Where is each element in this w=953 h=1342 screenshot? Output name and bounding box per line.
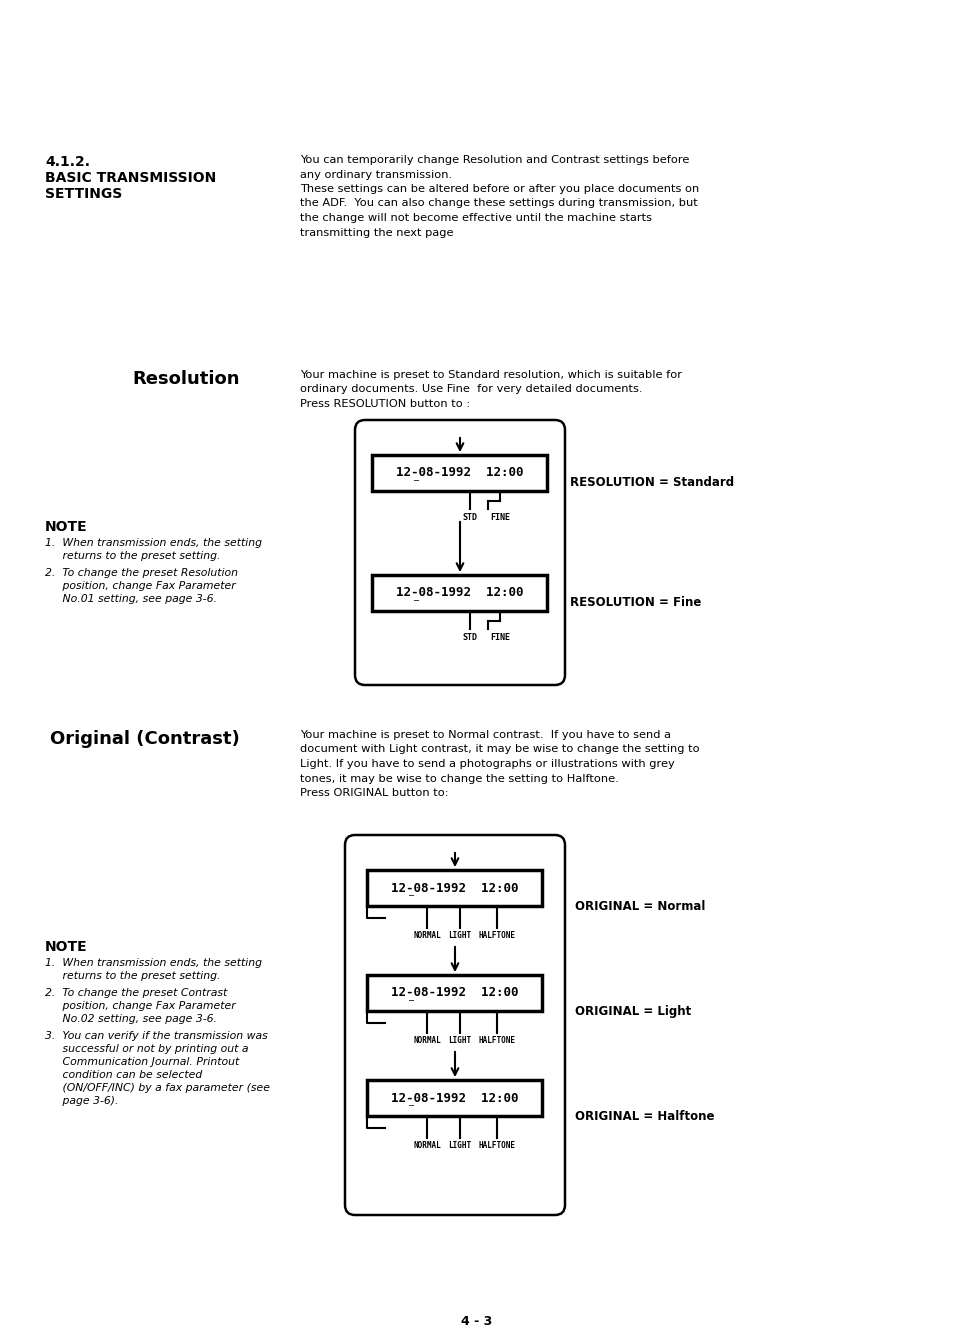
Text: BASIC TRANSMISSION: BASIC TRANSMISSION: [45, 170, 216, 185]
Text: page 3-6).: page 3-6).: [45, 1096, 118, 1106]
Text: NORMAL: NORMAL: [413, 931, 440, 939]
Text: STD: STD: [462, 633, 477, 641]
Text: tones, it may be wise to change the setting to Halftone.: tones, it may be wise to change the sett…: [299, 773, 618, 784]
Text: ordinary documents. Use Fine  for very detailed documents.: ordinary documents. Use Fine for very de…: [299, 385, 641, 395]
Text: FINE: FINE: [490, 633, 510, 641]
Text: ORIGINAL = Light: ORIGINAL = Light: [575, 1005, 691, 1017]
Text: NORMAL: NORMAL: [413, 1141, 440, 1150]
Text: 4 - 3: 4 - 3: [461, 1315, 492, 1329]
Bar: [372, 574, 547, 611]
Text: STD: STD: [462, 513, 477, 522]
Text: 2.  To change the preset Contrast: 2. To change the preset Contrast: [45, 988, 227, 998]
Text: —: —: [409, 891, 414, 900]
Text: successful or not by printing out a: successful or not by printing out a: [45, 1044, 248, 1053]
Text: transmitting the next page: transmitting the next page: [299, 228, 453, 238]
Text: 12-08-1992  12:00: 12-08-1992 12:00: [395, 467, 523, 479]
Text: LIGHT: LIGHT: [448, 1036, 471, 1045]
Text: Light. If you have to send a photographs or illustrations with grey: Light. If you have to send a photographs…: [299, 760, 674, 769]
Text: —: —: [414, 596, 419, 605]
FancyBboxPatch shape: [355, 420, 564, 684]
Bar: [367, 976, 542, 1011]
Text: 4.1.2.: 4.1.2.: [45, 154, 90, 169]
Text: (ON/OFF/INC) by a fax parameter (see: (ON/OFF/INC) by a fax parameter (see: [45, 1083, 270, 1092]
Bar: [367, 1080, 542, 1117]
Bar: [367, 870, 542, 906]
Text: 12-08-1992  12:00: 12-08-1992 12:00: [391, 1091, 518, 1104]
Text: LIGHT: LIGHT: [448, 1141, 471, 1150]
Text: SETTINGS: SETTINGS: [45, 187, 122, 201]
Text: FINE: FINE: [490, 513, 510, 522]
Text: LIGHT: LIGHT: [448, 931, 471, 939]
Bar: [372, 455, 547, 491]
Text: NOTE: NOTE: [45, 519, 88, 534]
Text: 12-08-1992  12:00: 12-08-1992 12:00: [391, 882, 518, 895]
FancyBboxPatch shape: [345, 835, 564, 1215]
Text: 1.  When transmission ends, the setting: 1. When transmission ends, the setting: [45, 538, 262, 548]
Text: Original (Contrast): Original (Contrast): [51, 730, 240, 747]
Text: No.02 setting, see page 3-6.: No.02 setting, see page 3-6.: [45, 1015, 216, 1024]
Text: NORMAL: NORMAL: [413, 1036, 440, 1045]
Text: 1.  When transmission ends, the setting: 1. When transmission ends, the setting: [45, 958, 262, 968]
Text: 2.  To change the preset Resolution: 2. To change the preset Resolution: [45, 568, 237, 578]
Text: 12-08-1992  12:00: 12-08-1992 12:00: [391, 986, 518, 1000]
Text: condition can be selected: condition can be selected: [45, 1070, 202, 1080]
Text: document with Light contrast, it may be wise to change the setting to: document with Light contrast, it may be …: [299, 745, 699, 754]
Text: the ADF.  You can also change these settings during transmission, but: the ADF. You can also change these setti…: [299, 199, 697, 208]
Text: the change will not become effective until the machine starts: the change will not become effective unt…: [299, 213, 651, 223]
Text: 12-08-1992  12:00: 12-08-1992 12:00: [395, 586, 523, 600]
Text: 3.  You can verify if the transmission was: 3. You can verify if the transmission wa…: [45, 1031, 268, 1041]
Text: position, change Fax Parameter: position, change Fax Parameter: [45, 581, 235, 590]
Text: —: —: [409, 1102, 414, 1110]
Text: ORIGINAL = Normal: ORIGINAL = Normal: [575, 899, 704, 913]
Text: Your machine is preset to Standard resolution, which is suitable for: Your machine is preset to Standard resol…: [299, 370, 681, 380]
Text: ORIGINAL = Halftone: ORIGINAL = Halftone: [575, 1110, 714, 1122]
Text: any ordinary transmission.: any ordinary transmission.: [299, 169, 452, 180]
Text: Press ORIGINAL button to:: Press ORIGINAL button to:: [299, 788, 448, 798]
Text: Press RESOLUTION button to :: Press RESOLUTION button to :: [299, 399, 470, 409]
Text: HALFTONE: HALFTONE: [478, 1036, 515, 1045]
Text: HALFTONE: HALFTONE: [478, 1141, 515, 1150]
Text: —: —: [414, 476, 419, 486]
Text: Resolution: Resolution: [132, 370, 240, 388]
Text: These settings can be altered before or after you place documents on: These settings can be altered before or …: [299, 184, 699, 195]
Text: Communication Journal. Printout: Communication Journal. Printout: [45, 1057, 239, 1067]
Text: position, change Fax Parameter: position, change Fax Parameter: [45, 1001, 235, 1011]
Text: NOTE: NOTE: [45, 939, 88, 954]
Text: —: —: [409, 996, 414, 1005]
Text: You can temporarily change Resolution and Contrast settings before: You can temporarily change Resolution an…: [299, 154, 689, 165]
Text: HALFTONE: HALFTONE: [478, 931, 515, 939]
Text: No.01 setting, see page 3-6.: No.01 setting, see page 3-6.: [45, 595, 216, 604]
Text: RESOLUTION = Standard: RESOLUTION = Standard: [569, 476, 734, 490]
Text: returns to the preset setting.: returns to the preset setting.: [45, 972, 220, 981]
Text: Your machine is preset to Normal contrast.  If you have to send a: Your machine is preset to Normal contras…: [299, 730, 670, 739]
Text: RESOLUTION = Fine: RESOLUTION = Fine: [569, 596, 700, 609]
Text: returns to the preset setting.: returns to the preset setting.: [45, 552, 220, 561]
